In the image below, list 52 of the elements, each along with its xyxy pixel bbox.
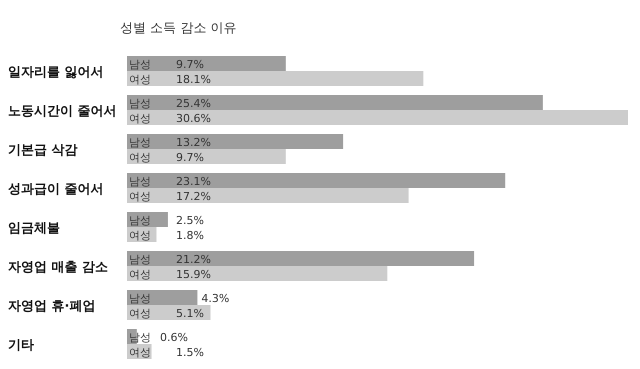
y-tick-label: 자영업 휴·폐업 [8, 299, 96, 314]
data-label: 5.1% [176, 307, 204, 320]
text: 남성 [129, 253, 151, 266]
y-tick-label: 자영업 매출 감소 [8, 260, 108, 275]
bar [127, 149, 286, 164]
text: 남성 [129, 97, 151, 110]
data-label: 9.7% [176, 58, 204, 71]
data-label: 18.1% [176, 73, 211, 86]
y-tick-label: 기본급 삭감 [8, 143, 78, 158]
text: 여성 [129, 112, 151, 125]
bar [127, 173, 506, 188]
text: 여성 [129, 229, 151, 242]
y-tick-label: 성과급이 줄어서 [8, 182, 104, 197]
y-tick-label: 일자리를 잃어서 [8, 65, 104, 80]
bar [127, 95, 543, 110]
text: 여성 [129, 307, 151, 320]
text: 여성 [129, 151, 151, 164]
text: 여성 [129, 190, 151, 203]
data-label: 25.4% [176, 97, 211, 110]
data-label: 9.7% [176, 151, 204, 164]
data-label: 1.5% [176, 346, 204, 359]
data-label: 30.6% [176, 112, 211, 125]
text: 남성 [129, 292, 151, 305]
text: 남성 [129, 214, 151, 227]
text: 여성 [129, 346, 151, 359]
text: 여성 [129, 268, 151, 281]
bar [127, 56, 286, 71]
y-tick-label: 기타 [8, 338, 34, 353]
bar [127, 188, 409, 203]
bar [127, 251, 474, 266]
data-label: 2.5% [176, 214, 204, 227]
y-tick-label: 노동시간이 줄어서 [8, 104, 117, 119]
data-label: 21.2% [176, 253, 211, 266]
data-label: 4.3% [201, 292, 230, 305]
text: 남성 [129, 331, 151, 344]
chart-title: 성별 소득 감소 이유 [120, 21, 236, 36]
y-tick-label: 임금체불 [8, 221, 60, 236]
series-label: 여성 [129, 73, 151, 86]
text: 남성 [129, 136, 151, 149]
data-label: 17.2% [176, 190, 211, 203]
bar [127, 134, 344, 149]
bar [127, 290, 198, 305]
bar [127, 71, 424, 86]
data-label: 1.8% [176, 229, 204, 242]
data-label: 15.9% [176, 268, 211, 281]
data-label: 13.2% [176, 136, 211, 149]
bar [127, 266, 388, 281]
data-label: 23.1% [176, 175, 211, 188]
data-label: 0.6% [160, 331, 188, 344]
series-label: 남성 [129, 58, 151, 71]
bar [127, 110, 628, 125]
text: 남성 [129, 175, 151, 188]
